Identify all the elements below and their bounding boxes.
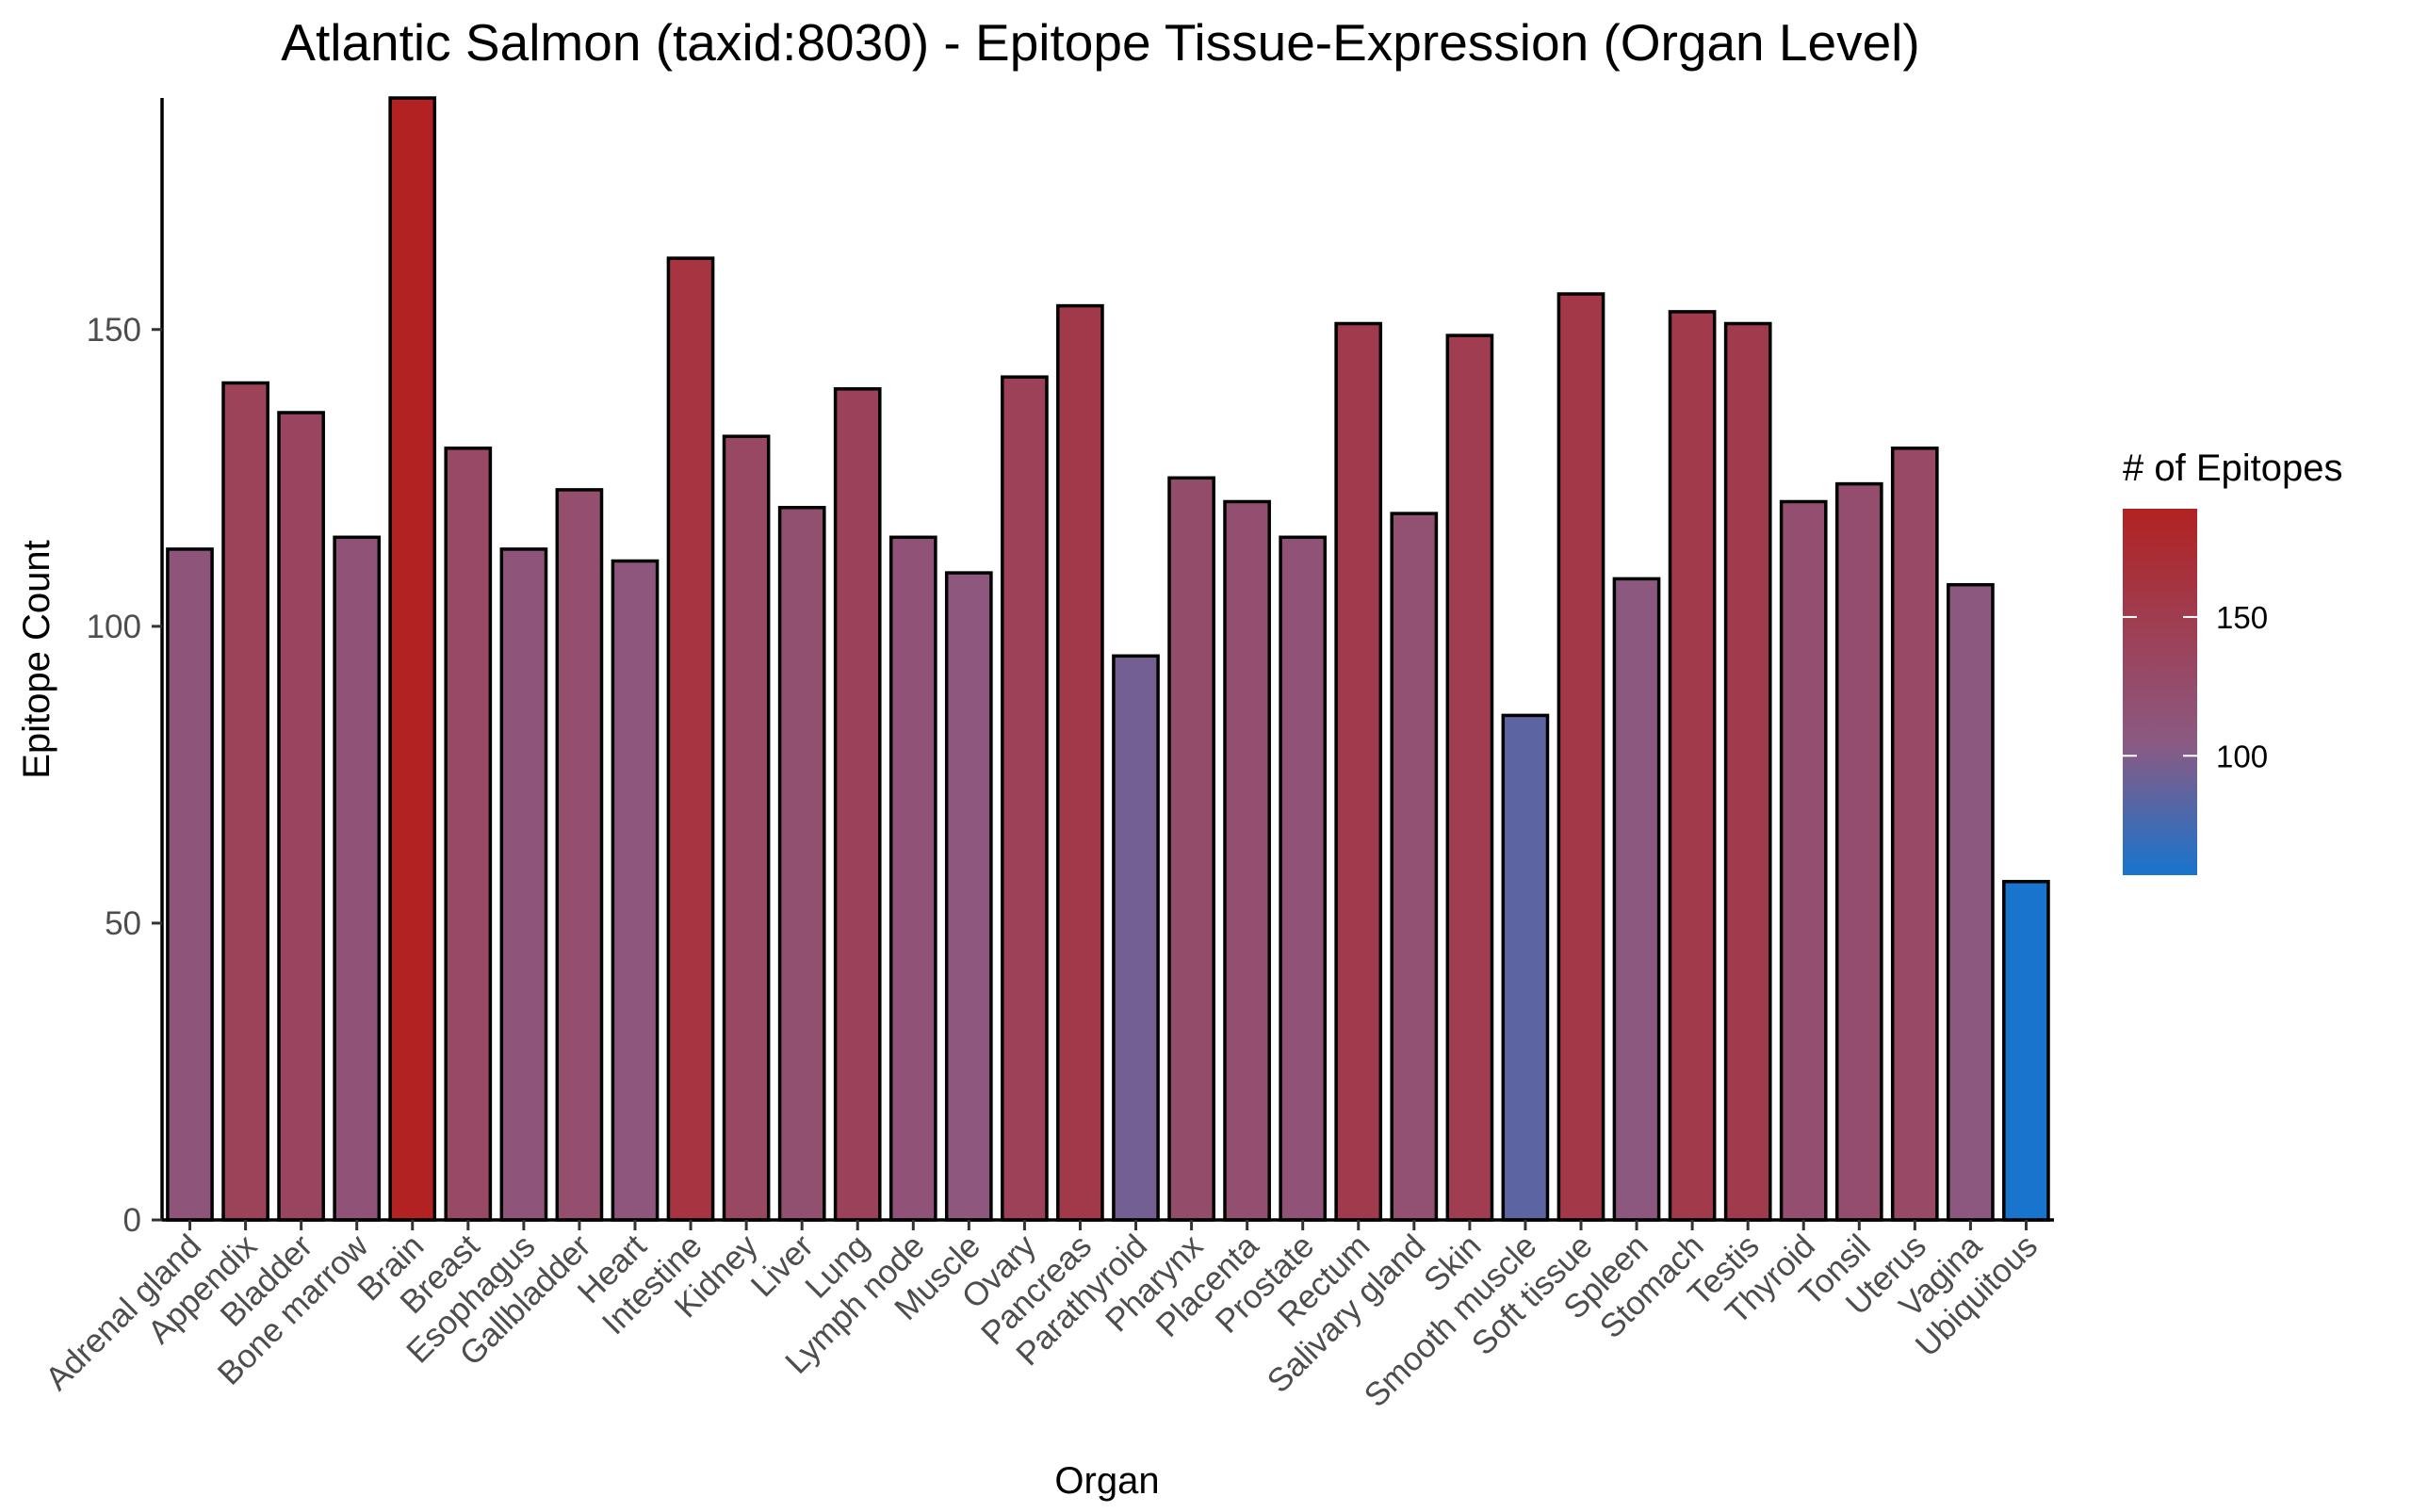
bar [722,434,771,1222]
bar [1056,303,1104,1222]
bar [444,447,493,1222]
bar [1167,476,1215,1222]
legend-tick-label: 150 [2216,600,2268,635]
bar [166,547,214,1222]
bar [1223,499,1271,1222]
bar [666,256,715,1222]
bar [1668,310,1717,1222]
x-axis-label: Organ [1054,1460,1159,1502]
bar [1390,512,1439,1222]
legend-colorbar [2123,509,2197,875]
bar [333,535,382,1222]
bar [1947,582,1995,1222]
bar [2002,880,2050,1222]
bar [277,411,325,1222]
bar [833,387,882,1222]
plot-area [166,96,2050,1222]
bar [1334,321,1383,1222]
bar [1501,713,1550,1222]
bar [1779,499,1828,1222]
bar [555,488,604,1222]
bar [388,96,437,1222]
bar [611,559,660,1222]
x-tick-label: Liver [744,1227,821,1304]
y-tick-label: 50 [105,905,141,942]
bar [1279,535,1328,1222]
y-tick-label: 150 [87,312,141,349]
bar [944,571,993,1222]
legend-title: # of Epitopes [2123,447,2343,489]
legend-tick-label: 100 [2216,739,2268,773]
bar [1112,654,1160,1222]
y-axis: 0 50 100 150 [87,98,164,1239]
bar [1723,321,1772,1222]
bar [1612,577,1661,1222]
y-axis-label: Epitope Count [16,540,57,779]
bar [1001,375,1049,1222]
y-tick-label: 100 [87,609,141,645]
bar [1890,447,1939,1222]
bar [777,506,826,1222]
bar [1556,292,1605,1222]
bar [499,547,548,1222]
bar [1834,481,1883,1222]
legend: # of Epitopes 100 150 [2123,447,2343,875]
bar [1445,333,1494,1222]
chart-title: Atlantic Salmon (taxid:8030) - Epitope T… [281,13,1919,72]
legend-ticks: 100 150 [2123,600,2268,773]
bar [888,535,937,1222]
bar [221,381,269,1222]
y-tick-label: 0 [123,1202,141,1239]
